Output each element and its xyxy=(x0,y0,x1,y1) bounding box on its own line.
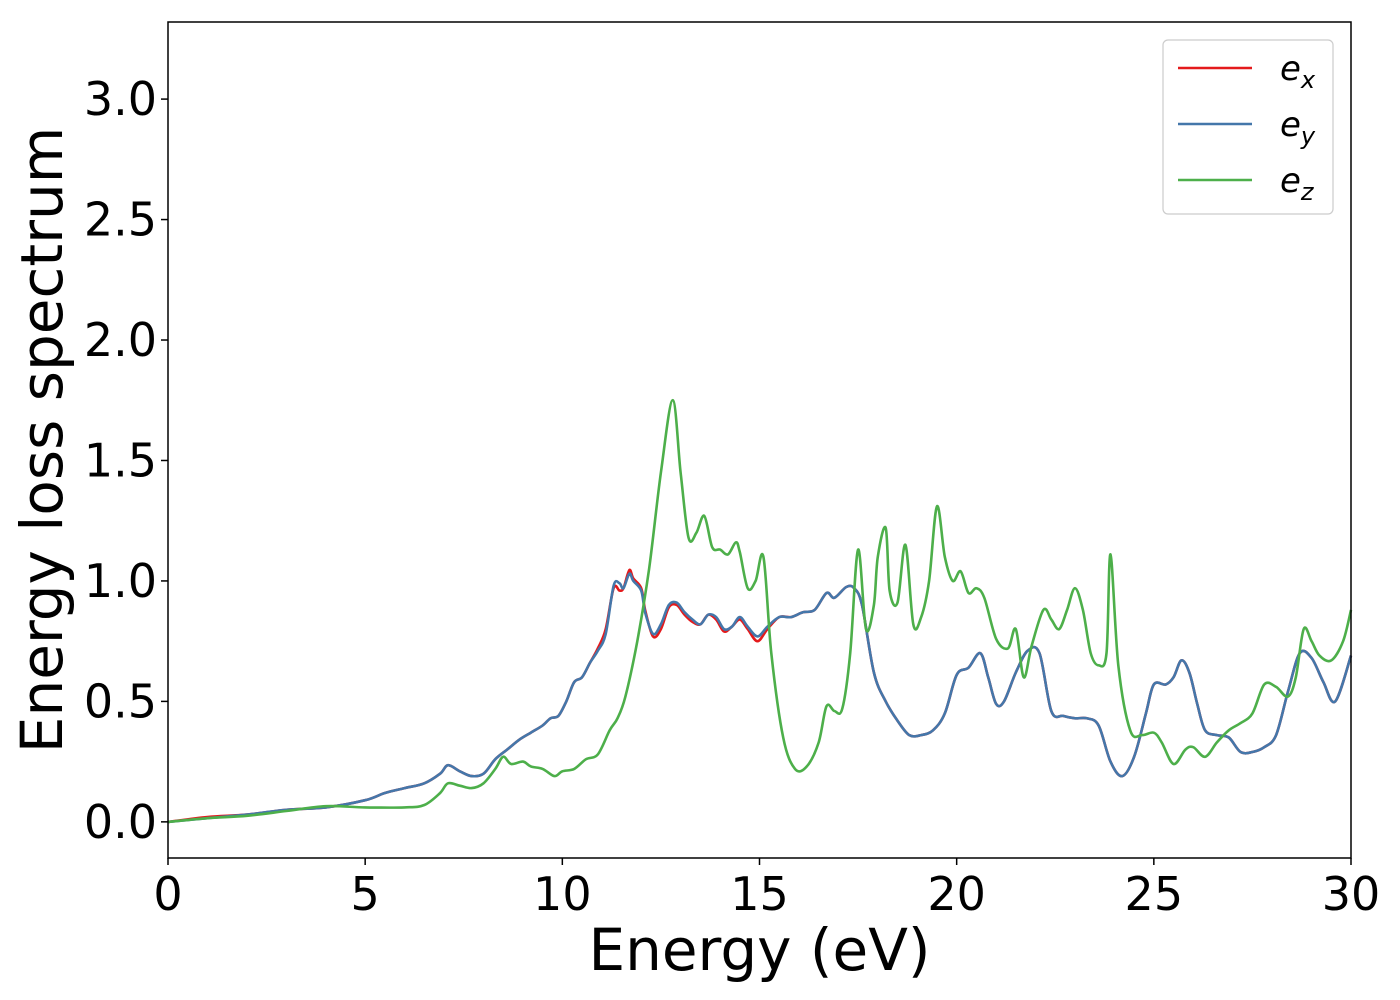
x-tick-label: 25 xyxy=(1125,867,1184,921)
plot-background xyxy=(168,22,1351,858)
y-tick-label: 1.5 xyxy=(84,433,157,487)
series-line-y xyxy=(167,572,1353,824)
y-axis: 0.0 0.5 1.0 1.5 2.0 2.5 3.0 xyxy=(84,72,168,849)
legend-label-y: ey xyxy=(1280,105,1316,150)
y-tick-label: 2.0 xyxy=(84,313,157,367)
y-tick-label: 3.0 xyxy=(84,72,157,126)
x-axis-title: Energy (eV) xyxy=(588,916,930,984)
x-tick-label: 5 xyxy=(351,867,380,921)
x-tick-label: 15 xyxy=(730,867,789,921)
y-axis-title: Energy loss spectrum xyxy=(8,127,76,753)
x-tick-label: 10 xyxy=(533,867,592,921)
y-tick-label: 1.0 xyxy=(84,554,157,608)
legend-label-x: ex xyxy=(1280,49,1316,94)
series-line-z xyxy=(167,398,1353,824)
legend: ex ey ez xyxy=(1162,39,1334,215)
legend-box xyxy=(1162,39,1334,215)
x-tick-label: 30 xyxy=(1322,867,1381,921)
series-layer xyxy=(167,398,1353,824)
y-tick-label: 0.0 xyxy=(84,795,157,849)
x-axis: 0 5 10 15 20 25 30 xyxy=(153,858,1380,921)
x-tick-label: 20 xyxy=(927,867,986,921)
y-tick-label: 0.5 xyxy=(84,674,157,728)
legend-label-z: ez xyxy=(1280,161,1315,206)
x-tick-label: 0 xyxy=(153,867,182,921)
y-tick-label: 2.5 xyxy=(84,193,157,247)
